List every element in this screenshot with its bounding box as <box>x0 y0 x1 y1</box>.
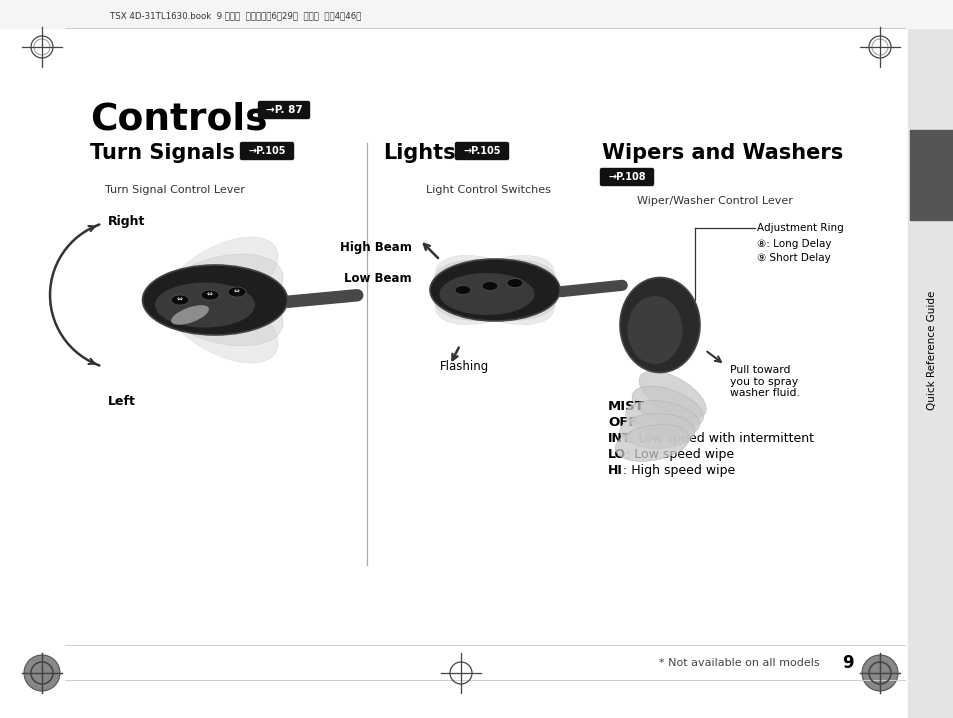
Text: OFF: OFF <box>607 416 637 429</box>
Ellipse shape <box>631 386 702 428</box>
Text: ⑧: Long Delay: ⑧: Long Delay <box>757 239 831 249</box>
Ellipse shape <box>619 277 700 373</box>
Text: Flashing: Flashing <box>440 360 489 373</box>
Circle shape <box>24 655 60 691</box>
Ellipse shape <box>156 275 283 346</box>
Text: →P.108: →P.108 <box>608 172 645 182</box>
Ellipse shape <box>142 265 287 335</box>
Text: Light Control Switches: Light Control Switches <box>425 185 550 195</box>
Ellipse shape <box>481 281 497 291</box>
Text: Turn Signals: Turn Signals <box>90 143 234 163</box>
Ellipse shape <box>506 279 522 287</box>
Ellipse shape <box>201 290 219 300</box>
Ellipse shape <box>430 259 559 321</box>
Text: Controls: Controls <box>90 102 267 138</box>
Text: HI: HI <box>607 464 622 477</box>
Text: Lights: Lights <box>382 143 456 163</box>
Text: Wipers and Washers: Wipers and Washers <box>601 143 842 163</box>
Text: High Beam: High Beam <box>340 241 412 253</box>
Text: TSX 4D-31TL1630.book  9 ページ  ２０１１年6月29日  水曜日  午後4時46分: TSX 4D-31TL1630.book 9 ページ ２０１１年6月29日 水曜… <box>110 11 361 21</box>
Text: →P.105: →P.105 <box>463 146 500 156</box>
Ellipse shape <box>455 286 471 294</box>
Ellipse shape <box>154 268 285 332</box>
Text: LO: LO <box>607 448 625 461</box>
Text: * Not available on all models: * Not available on all models <box>659 658 820 668</box>
Ellipse shape <box>160 277 277 363</box>
FancyBboxPatch shape <box>599 169 653 185</box>
Ellipse shape <box>615 424 689 462</box>
Text: →P. 87: →P. 87 <box>265 105 302 115</box>
Bar <box>0 0 953 28</box>
Text: : Low speed with intermittent: : Low speed with intermittent <box>629 432 813 445</box>
Ellipse shape <box>625 401 699 437</box>
Text: Left: Left <box>108 395 135 408</box>
Text: Quick Reference Guide: Quick Reference Guide <box>926 290 936 410</box>
Text: Low Beam: Low Beam <box>344 271 412 284</box>
Text: ⇔: ⇔ <box>207 292 213 298</box>
Text: 9: 9 <box>841 654 853 672</box>
Ellipse shape <box>160 237 277 323</box>
Ellipse shape <box>435 256 554 325</box>
Text: MIST: MIST <box>607 400 644 413</box>
Ellipse shape <box>619 414 694 449</box>
FancyArrowPatch shape <box>560 285 621 292</box>
Text: : Low speed wipe: : Low speed wipe <box>625 448 734 461</box>
Ellipse shape <box>228 287 246 297</box>
Bar <box>909 130 953 220</box>
Text: Wiper/Washer Control Lever: Wiper/Washer Control Lever <box>637 196 792 206</box>
Text: ⑨ Short Delay: ⑨ Short Delay <box>757 253 830 263</box>
Text: ⇔: ⇔ <box>233 289 240 295</box>
Text: ⇔: ⇔ <box>177 297 183 303</box>
Text: →P.105: →P.105 <box>248 146 286 156</box>
FancyBboxPatch shape <box>455 142 508 159</box>
Ellipse shape <box>432 261 557 319</box>
Ellipse shape <box>433 259 557 320</box>
Ellipse shape <box>433 259 557 320</box>
Text: Right: Right <box>108 215 145 228</box>
Ellipse shape <box>154 282 254 327</box>
Ellipse shape <box>171 295 189 305</box>
Ellipse shape <box>439 273 534 315</box>
Text: : High speed wipe: : High speed wipe <box>622 464 735 477</box>
FancyBboxPatch shape <box>258 101 309 118</box>
Text: Adjustment Ring: Adjustment Ring <box>757 223 842 233</box>
Text: INT: INT <box>607 432 631 445</box>
Bar <box>907 0 953 718</box>
FancyBboxPatch shape <box>240 142 294 159</box>
Circle shape <box>862 655 897 691</box>
Ellipse shape <box>435 256 554 325</box>
Ellipse shape <box>627 296 681 364</box>
Ellipse shape <box>171 305 209 325</box>
FancyArrowPatch shape <box>288 295 356 302</box>
Ellipse shape <box>156 254 283 325</box>
Text: Turn Signal Control Lever: Turn Signal Control Lever <box>105 185 245 195</box>
Ellipse shape <box>639 371 705 419</box>
Text: Pull toward
you to spray
washer fluid.: Pull toward you to spray washer fluid. <box>729 365 799 398</box>
